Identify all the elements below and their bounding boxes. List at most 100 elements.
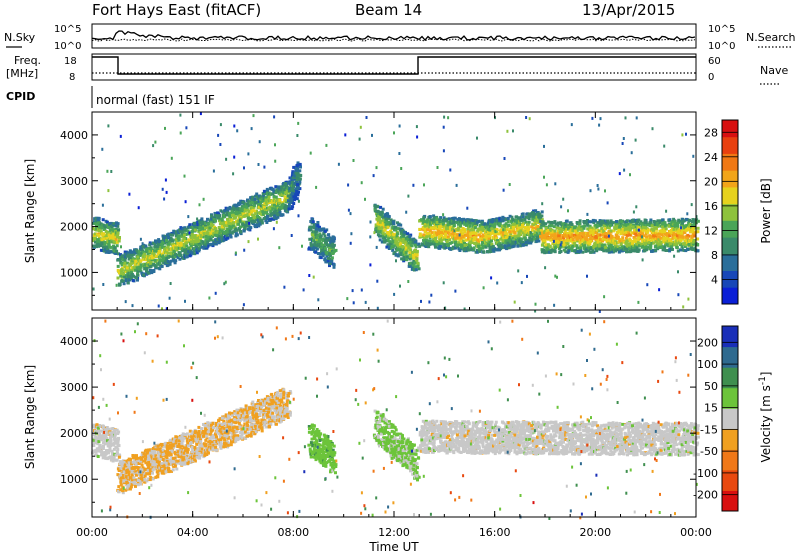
echo-cell (385, 212, 389, 216)
echo-cell (587, 246, 591, 250)
echo-cell (426, 228, 430, 232)
echo-cell (615, 222, 619, 226)
echo-cell (511, 225, 515, 229)
echo-cell (467, 246, 471, 249)
echo-cell (598, 244, 602, 248)
echo-cell (458, 224, 462, 228)
echo-cell (623, 230, 627, 234)
echo-cell (183, 228, 187, 232)
echo-cell (587, 220, 591, 224)
echo-cell (472, 228, 476, 232)
echo-cell (309, 247, 313, 251)
echo-cell (211, 235, 215, 238)
echo-cell (208, 228, 212, 232)
echo-cell (412, 268, 416, 272)
echo-cell (480, 226, 484, 229)
echo-cell (389, 218, 393, 222)
echo-cell (631, 225, 635, 229)
echo-cell (139, 264, 143, 268)
echo-cell (109, 221, 113, 225)
echo-cell (200, 245, 204, 249)
cpid-text: normal (fast) 151 IF (96, 93, 215, 107)
echo-cell (442, 245, 445, 249)
echo-cell (139, 259, 143, 263)
echo-cell (157, 262, 161, 266)
echo-cell (401, 257, 405, 261)
echo-cell (266, 192, 269, 196)
echo-cell (165, 246, 168, 250)
echo-cell (117, 228, 120, 232)
echo-cell (584, 240, 588, 244)
echo-cell (651, 237, 655, 241)
echo-cell (602, 243, 606, 247)
echo-cell (214, 241, 218, 245)
echo-cell (544, 222, 548, 226)
echo-cell (282, 191, 286, 195)
echo-cell (109, 235, 113, 239)
echo-cell (677, 220, 680, 224)
echo-cell (129, 257, 133, 261)
echo-cell (443, 243, 447, 247)
echo-cell (323, 229, 327, 233)
echo-cell (464, 223, 468, 227)
echo-cell (220, 223, 224, 227)
echo-cell (432, 226, 436, 230)
echo-cell (502, 228, 506, 232)
echo-cell (577, 234, 581, 238)
echo-cell (258, 194, 261, 198)
echo-cell (424, 245, 428, 248)
echo-cell (605, 239, 609, 242)
echo-cell (129, 275, 133, 279)
echo-cell (114, 224, 118, 228)
echo-cell (571, 228, 575, 232)
echo-cell (232, 205, 236, 209)
echo-cell (491, 228, 495, 232)
echo-cell (610, 236, 614, 240)
echo-cell (620, 223, 624, 227)
echo-cell (460, 240, 464, 244)
echo-cell (251, 197, 255, 200)
echo-cell (595, 249, 599, 253)
echo-cell (167, 232, 171, 236)
echo-cell (585, 234, 589, 238)
echo-cell (634, 244, 638, 248)
top-panels: N.Sky 10^5 10^0 10^5 10^0 N.Search Freq.… (4, 23, 796, 108)
echo-cell (687, 224, 691, 228)
echo-cell (239, 225, 242, 229)
echo-cell (206, 236, 210, 240)
echo-cell (152, 255, 156, 259)
echo-cell (96, 227, 100, 231)
echo-cell (627, 231, 631, 235)
echo-cell (192, 235, 196, 239)
echo-cell (280, 188, 284, 192)
echo-cell (92, 244, 96, 248)
echo-cell (239, 199, 243, 203)
echo-cell (607, 242, 611, 246)
echo-cell (308, 225, 312, 229)
echo-cell (684, 228, 688, 232)
echo-cell (226, 208, 230, 211)
echo-cell (411, 261, 415, 265)
echo-cell (695, 218, 699, 222)
echo-cell (528, 236, 532, 240)
echo-cell (481, 239, 485, 243)
echo-cell (596, 246, 600, 250)
echo-cell (546, 236, 550, 240)
echo-cell (495, 217, 499, 221)
echo-cell (96, 240, 100, 244)
echo-cell (130, 261, 134, 265)
echo-cell (579, 249, 583, 253)
echo-cell (385, 245, 389, 249)
echo-cell (397, 247, 401, 251)
echo-cell (456, 243, 460, 247)
echo-cell (313, 224, 317, 228)
echo-cell (561, 228, 565, 232)
echo-cell (422, 235, 426, 238)
echo-cell (447, 222, 451, 226)
echo-cell (292, 165, 296, 169)
echo-cell (584, 247, 588, 251)
echo-cell (428, 236, 432, 240)
echo-cell (455, 243, 459, 247)
echo-cell (480, 243, 484, 247)
echo-cell (201, 220, 205, 224)
